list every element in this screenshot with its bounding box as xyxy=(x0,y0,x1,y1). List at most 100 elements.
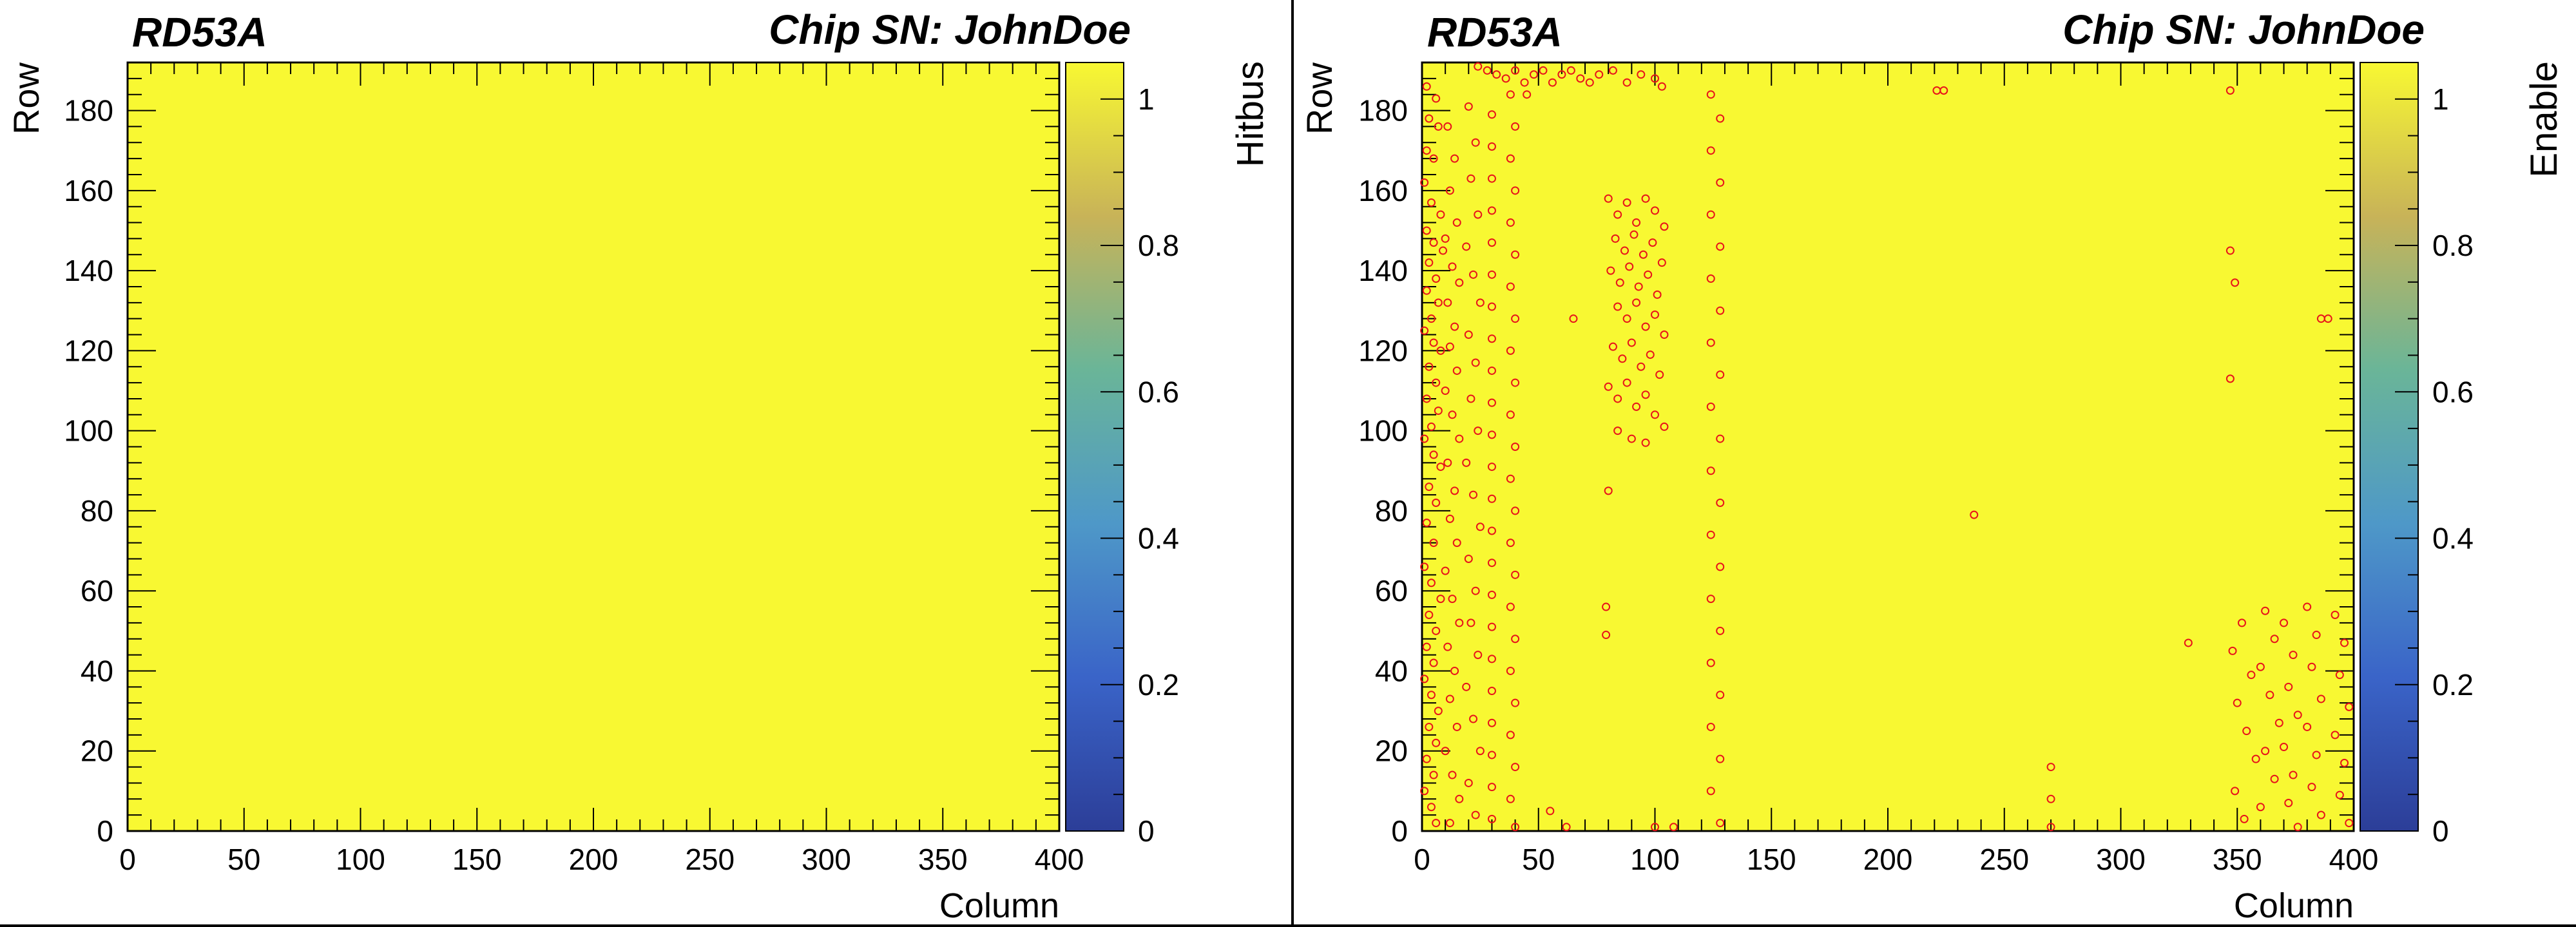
pixel-marker xyxy=(1466,618,1475,627)
pixel-marker xyxy=(1706,722,1715,731)
pixel-marker xyxy=(1641,322,1650,331)
pixel-marker xyxy=(1455,434,1464,443)
pixel-marker xyxy=(2261,747,2270,756)
pixel-marker xyxy=(1602,602,1611,611)
pixel-marker xyxy=(1511,186,1520,195)
pixel-marker xyxy=(1660,422,1669,431)
pixel-marker xyxy=(1474,210,1483,219)
pixel-marker xyxy=(1716,306,1725,315)
color-scale-bar xyxy=(2360,62,2419,832)
pixel-marker xyxy=(1422,519,1431,528)
z-tick-label: 0.6 xyxy=(2432,375,2474,408)
pixel-marker xyxy=(1622,378,1631,387)
pixel-marker xyxy=(1604,382,1613,391)
pixel-marker xyxy=(1471,138,1480,147)
pixel-marker xyxy=(1422,146,1431,155)
y-tick-label: 80 xyxy=(1375,494,1408,528)
pixel-marker xyxy=(1469,490,1478,499)
pixel-marker xyxy=(1432,819,1441,828)
title-chip: RD53A xyxy=(132,9,267,55)
pixel-marker xyxy=(1501,74,1510,83)
pixel-marker xyxy=(1606,266,1615,275)
pixel-marker xyxy=(1455,278,1464,287)
x-tick-label: 400 xyxy=(1035,843,1084,876)
pixel-marker xyxy=(1420,562,1429,571)
pixel-marker xyxy=(1450,486,1459,495)
hitbus-panel: RD53A Chip SN: JohnDoe 0 50 100 150 200 250 30… xyxy=(6,6,1271,925)
pixel-marker xyxy=(2265,691,2274,700)
pixel-marker xyxy=(1462,458,1471,467)
pixel-marker xyxy=(1452,218,1461,227)
pixel-marker xyxy=(1439,246,1448,255)
pixel-marker xyxy=(1420,434,1429,443)
pixel-marker xyxy=(1443,298,1452,307)
pixel-marker xyxy=(1429,238,1438,247)
pixel-marker xyxy=(1474,62,1483,71)
pixel-marker xyxy=(1469,270,1478,279)
pixel-marker xyxy=(1445,694,1454,703)
pixel-marker xyxy=(1716,626,1725,635)
pixel-marker xyxy=(1436,346,1445,355)
pixel-marker xyxy=(1420,326,1429,335)
pixel-marker xyxy=(1620,246,1629,255)
pixel-marker xyxy=(1441,234,1450,243)
y-tick-label: 120 xyxy=(64,334,113,367)
pixel-marker xyxy=(1445,514,1454,523)
pixel-marker xyxy=(1523,90,1532,99)
pixel-marker xyxy=(1651,823,1659,832)
pixel-marker xyxy=(1487,366,1496,375)
pixel-marker xyxy=(1651,310,1659,319)
pixel-marker xyxy=(1487,655,1496,664)
pixel-marker xyxy=(1464,102,1473,111)
y-tick-label: 100 xyxy=(64,414,113,448)
pixel-marker xyxy=(2335,790,2344,799)
pixel-marker xyxy=(1506,90,1515,99)
x-tick-label: 50 xyxy=(227,843,260,876)
pixel-marker xyxy=(2280,618,2289,627)
pixel-marker xyxy=(1637,70,1646,79)
pixel-marker xyxy=(1595,70,1604,79)
pixel-marker xyxy=(2251,754,2260,763)
pixel-marker xyxy=(1436,210,1445,219)
pixel-marker xyxy=(1474,426,1483,435)
pixel-marker xyxy=(1706,402,1715,411)
pixel-marker xyxy=(1487,430,1496,439)
y-tick-label: 180 xyxy=(1358,94,1408,128)
pixel-marker xyxy=(1464,554,1473,563)
pixel-marker xyxy=(1622,78,1631,87)
pixel-marker xyxy=(1506,410,1515,419)
pixel-marker xyxy=(1716,819,1725,828)
pixel-marker xyxy=(1548,78,1557,87)
z-tick-label: 0.8 xyxy=(1138,229,1179,262)
pixel-marker xyxy=(1706,274,1715,283)
pixel-marker xyxy=(1506,602,1515,611)
pixel-marker xyxy=(1625,262,1634,271)
pixel-marker xyxy=(1450,666,1459,675)
y-tick-label: 160 xyxy=(64,174,113,207)
pixel-marker xyxy=(1716,434,1725,443)
pixel-marker xyxy=(1637,362,1646,371)
x-tick-label: 300 xyxy=(802,843,851,876)
pixel-marker xyxy=(1487,270,1496,279)
pixel-marker xyxy=(1660,330,1669,339)
pixel-marker xyxy=(1422,394,1431,403)
pixel-marker xyxy=(1448,595,1457,604)
pixel-marker xyxy=(1471,586,1480,595)
pixel-marker xyxy=(2293,823,2302,832)
pixel-marker xyxy=(2247,671,2256,680)
y-tick-label: 20 xyxy=(81,734,113,768)
pixel-marker xyxy=(1450,322,1459,331)
x-tick-label: 250 xyxy=(685,843,735,876)
pixel-marker xyxy=(1487,302,1496,311)
pixel-marker xyxy=(1644,270,1653,279)
pixel-marker xyxy=(1427,803,1436,812)
pixel-marker xyxy=(1487,398,1496,407)
pixel-marker xyxy=(1475,747,1485,756)
pixel-marker xyxy=(1427,691,1436,700)
pixel-marker xyxy=(1432,626,1441,635)
pixel-marker xyxy=(1487,334,1496,343)
pixel-marker xyxy=(1506,154,1515,163)
pixel-marker xyxy=(1641,194,1650,203)
pixel-marker xyxy=(1487,687,1496,696)
